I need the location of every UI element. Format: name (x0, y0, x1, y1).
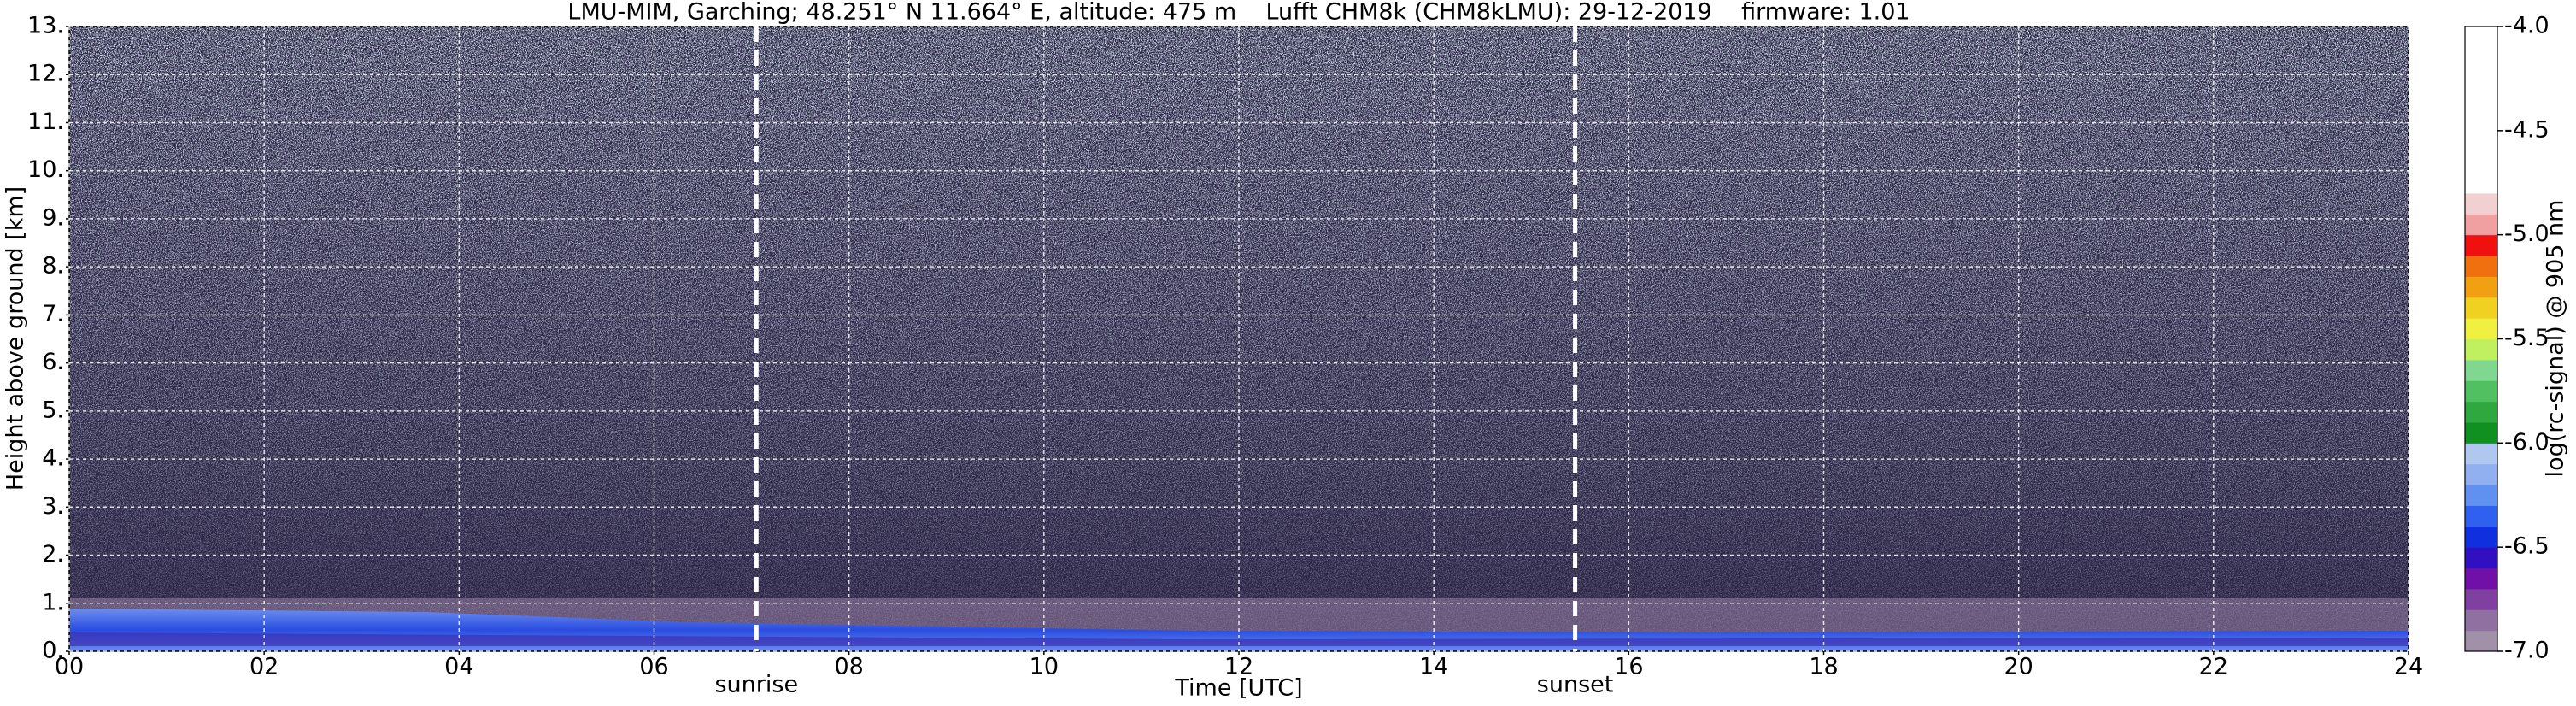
colorbar-tick-label: -5.0 (2504, 221, 2550, 247)
y-tick-label: 2. (42, 541, 64, 568)
colorbar-swatch (2465, 89, 2497, 110)
colorbar-swatch (2465, 68, 2497, 90)
colorbar-swatch (2465, 130, 2497, 152)
colorbar-swatch (2465, 297, 2497, 319)
colorbar-swatch (2465, 151, 2497, 174)
colorbar-swatch (2465, 421, 2497, 444)
colorbar-swatch (2465, 485, 2497, 506)
y-tick-label: 0. (42, 638, 64, 664)
x-tick-label: 04 (444, 654, 473, 680)
colorbar-swatch (2465, 214, 2497, 236)
x-tick-label: 20 (2004, 654, 2033, 680)
colorbar-swatch (2465, 630, 2497, 652)
y-tick-label: 8. (42, 253, 64, 279)
annotation-label: sunset (1537, 672, 1614, 698)
colorbar-swatch (2465, 109, 2497, 132)
y-tick-label: 11. (27, 109, 64, 135)
x-tick-label: 12 (1224, 654, 1253, 680)
colorbar-swatch (2465, 318, 2497, 339)
colorbar-swatch (2465, 547, 2497, 569)
y-tick-label: 9. (42, 204, 64, 231)
heatmap-field (69, 26, 2409, 651)
colorbar-swatch (2465, 443, 2497, 465)
colorbar-tick-label: -7.0 (2504, 638, 2550, 664)
colorbar-swatch (2465, 192, 2497, 215)
colorbar-label: log(rc-signal) @ 905 nm (2543, 200, 2569, 478)
x-tick-label: 16 (1614, 654, 1643, 680)
x-tick-label: 06 (639, 654, 668, 680)
x-tick-label: 22 (2199, 654, 2228, 680)
colorbar-swatch (2465, 401, 2497, 423)
colorbar-swatch (2465, 568, 2497, 590)
colorbar-tick-label: -4.0 (2504, 13, 2550, 39)
y-tick-label: 7. (42, 301, 64, 327)
colorbar-swatch (2465, 276, 2497, 298)
colorbar-tick-label: -4.5 (2504, 116, 2550, 143)
x-tick-label: 08 (834, 654, 863, 680)
y-tick-label: 4. (42, 445, 64, 472)
colorbar-swatch (2465, 463, 2497, 485)
x-axis-label: Time [UTC] (1174, 675, 1302, 702)
x-tick-label: 00 (55, 654, 84, 680)
y-tick-label: 5. (42, 397, 64, 423)
x-tick-label: 18 (1809, 654, 1838, 680)
colorbar-swatch (2465, 47, 2497, 69)
x-tick-label: 14 (1419, 654, 1448, 680)
colorbar-swatch (2465, 380, 2497, 403)
colorbar-tick-label: -5.5 (2504, 325, 2550, 351)
colorbar-swatch (2465, 26, 2497, 48)
chart-title: LMU-MIM, Garching; 48.251° N 11.664° E, … (567, 0, 1910, 26)
y-tick-label: 1. (42, 589, 64, 615)
colorbar-swatch (2465, 526, 2497, 548)
colorbar-swatch (2465, 505, 2497, 527)
annotation-label: sunrise (714, 672, 798, 698)
x-tick-label: 24 (2394, 654, 2423, 680)
colorbar-swatch (2465, 609, 2497, 632)
colorbar-swatch (2465, 256, 2497, 277)
colorbar-swatch (2465, 359, 2497, 381)
x-tick-label: 10 (1030, 654, 1059, 680)
y-tick-label: 10. (27, 156, 64, 183)
x-tick-label: 02 (249, 654, 279, 680)
y-axis-label: Height above ground [km] (3, 186, 29, 491)
colorbar-swatch (2465, 338, 2497, 361)
y-tick-label: 6. (42, 349, 64, 375)
colorbar-swatch (2465, 234, 2497, 256)
colorbar-tick-label: -6.5 (2504, 533, 2550, 560)
colorbar-tick-label: -6.0 (2504, 429, 2550, 456)
colorbar-swatch (2465, 172, 2497, 194)
y-tick-label: 12. (27, 61, 64, 87)
y-tick-label: 3. (42, 493, 64, 520)
y-tick-label: 13. (27, 13, 64, 39)
colorbar-swatch (2465, 588, 2497, 610)
